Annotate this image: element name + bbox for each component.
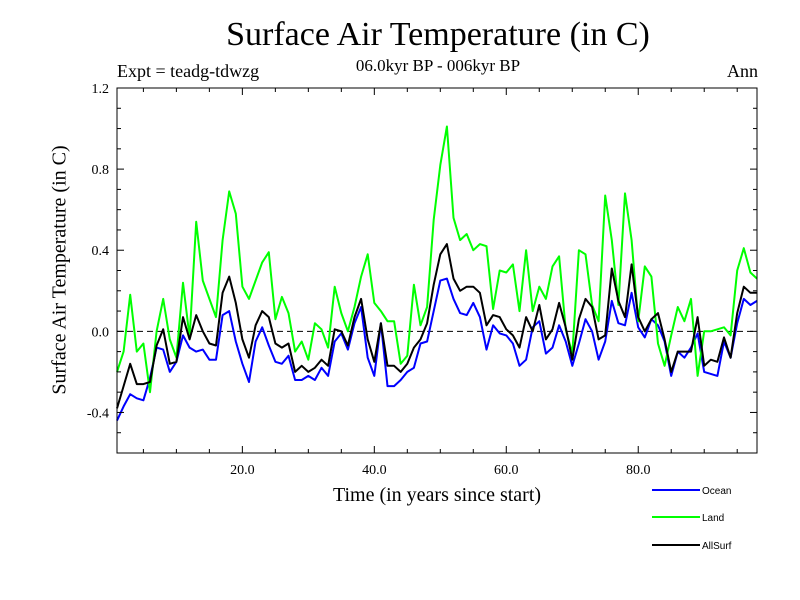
legend-label-ocean: Ocean <box>702 486 731 497</box>
series-line-land <box>116 125 758 394</box>
season-label: Ann <box>727 61 758 81</box>
x-tick-label: 20.0 <box>230 463 255 478</box>
series-line-allsurf <box>116 243 757 409</box>
legend-label-land: Land <box>702 513 724 524</box>
y-tick-label: 1.2 <box>92 82 110 97</box>
y-tick-label: 0.4 <box>92 244 110 259</box>
y-tick-label: 0.8 <box>92 163 110 178</box>
chart-title: Surface Air Temperature (in C) <box>226 16 650 53</box>
x-axis-label: Time (in years since start) <box>332 484 542 506</box>
x-tick-label: 80.0 <box>626 463 651 478</box>
y-tick-label: 0.0 <box>92 325 110 340</box>
x-tick-label: 60.0 <box>494 463 519 478</box>
experiment-label: Expt = teadg-tdwzg <box>117 61 260 81</box>
y-tick-label: -0.4 <box>87 406 109 421</box>
chart-subtitle: 06.0kyr BP - 006kyr BP <box>355 56 521 75</box>
series-line-ocean <box>116 277 758 422</box>
x-tick-label: 40.0 <box>362 463 387 478</box>
legend-label-allsurf: AllSurf <box>702 541 732 552</box>
